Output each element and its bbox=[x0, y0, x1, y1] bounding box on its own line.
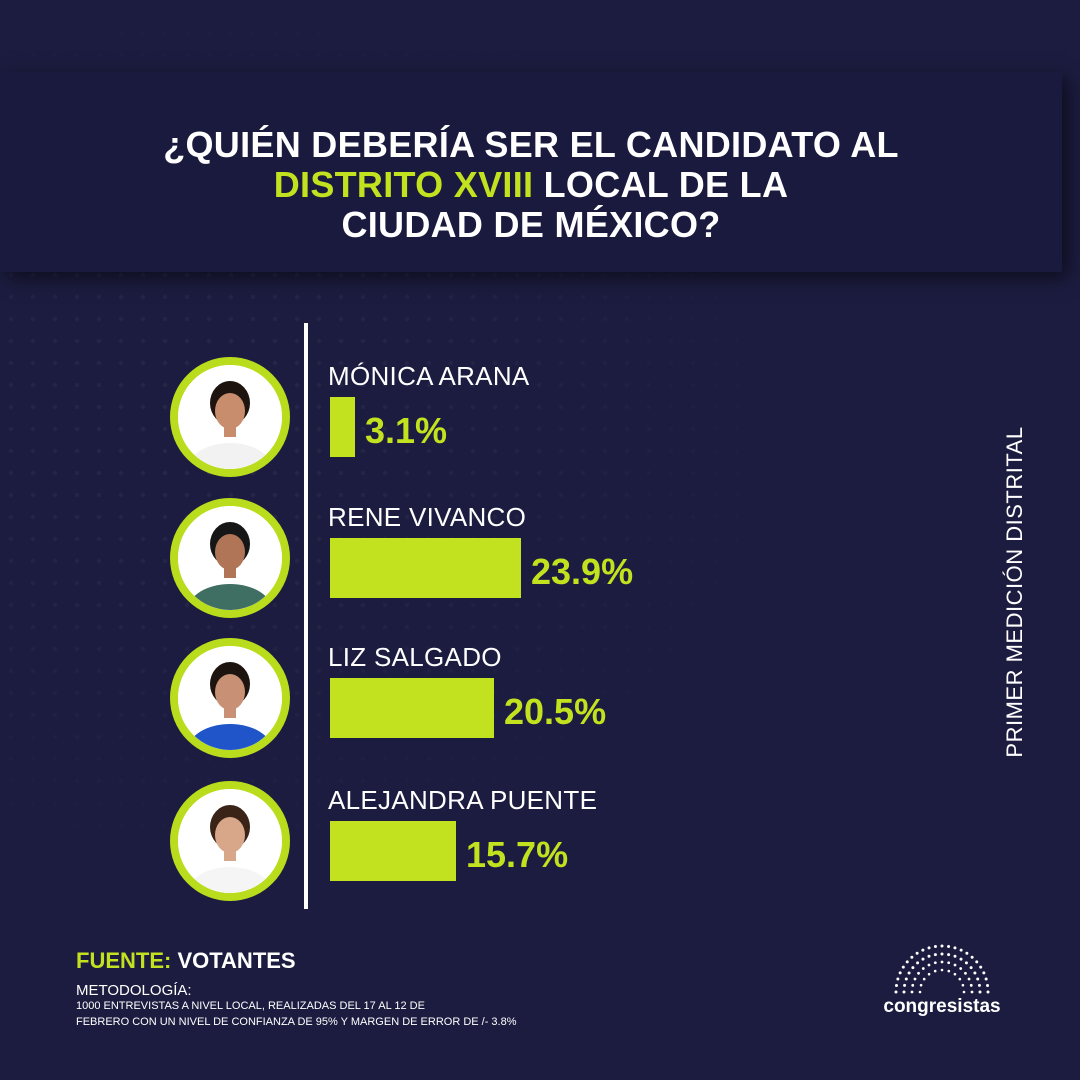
source-label: FUENTE: bbox=[76, 948, 172, 973]
person-icon bbox=[178, 646, 282, 750]
title-line-2: LOCAL DE LA bbox=[533, 164, 789, 205]
candidate-photo bbox=[170, 498, 290, 618]
methodology-line-2: FEBRERO CON UN NIVEL DE CONFIANZA DE 95%… bbox=[76, 1016, 517, 1028]
person-icon bbox=[178, 365, 282, 469]
methodology-line-1: 1000 ENTREVISTAS A NIVEL LOCAL, REALIZAD… bbox=[76, 1000, 425, 1012]
candidate-photo bbox=[170, 638, 290, 758]
bar bbox=[330, 821, 456, 881]
title-band bbox=[0, 72, 1062, 272]
candidate-row: MÓNICA ARANA 3.1% bbox=[0, 355, 1080, 495]
side-label: PRIMER MEDICIÓN DISTRITAL bbox=[1002, 426, 1027, 758]
bar-value-label: 23.9% bbox=[531, 551, 634, 592]
source-value: VOTANTES bbox=[177, 948, 296, 973]
bar-value-label: 15.7% bbox=[466, 834, 569, 875]
source-line: FUENTE: VOTANTES bbox=[76, 948, 296, 974]
candidate-name: MÓNICA ARANA bbox=[328, 361, 530, 391]
candidate-name: LIZ SALGADO bbox=[328, 642, 502, 672]
chart-axis-line bbox=[304, 323, 308, 909]
congresistas-logo: congresistas bbox=[872, 942, 1012, 1022]
candidate-name: ALEJANDRA PUENTE bbox=[328, 785, 598, 815]
candidate-row: LIZ SALGADO 20.5% bbox=[0, 636, 1080, 776]
title-line-1: ¿QUIÉN DEBERÍA SER EL CANDIDATO AL bbox=[163, 124, 899, 165]
bar bbox=[330, 538, 521, 598]
bar-value-label: 20.5% bbox=[504, 691, 607, 732]
candidate-photo bbox=[170, 781, 290, 901]
candidate-row: RENE VIVANCO 23.9% bbox=[0, 496, 1080, 636]
person-icon bbox=[178, 506, 282, 610]
candidate-row: ALEJANDRA PUENTE 15.7% bbox=[0, 779, 1080, 919]
methodology-title: METODOLOGÍA: bbox=[76, 982, 192, 999]
page-title: ¿QUIÉN DEBERÍA SER EL CANDIDATO AL DISTR… bbox=[0, 125, 1062, 245]
bar-value-label: 3.1% bbox=[365, 410, 448, 451]
person-icon bbox=[178, 789, 282, 893]
candidate-name: RENE VIVANCO bbox=[328, 502, 527, 532]
logo-text: congresistas bbox=[883, 996, 1001, 1017]
title-line-3: CIUDAD DE MÉXICO? bbox=[341, 204, 721, 245]
candidate-photo bbox=[170, 357, 290, 477]
methodology-text: 1000 ENTREVISTAS A NIVEL LOCAL, REALIZAD… bbox=[76, 998, 636, 1030]
title-accent: DISTRITO XVIII bbox=[273, 164, 534, 205]
bar bbox=[330, 678, 494, 738]
parliament-dots-icon bbox=[894, 944, 990, 994]
bar bbox=[330, 397, 355, 457]
